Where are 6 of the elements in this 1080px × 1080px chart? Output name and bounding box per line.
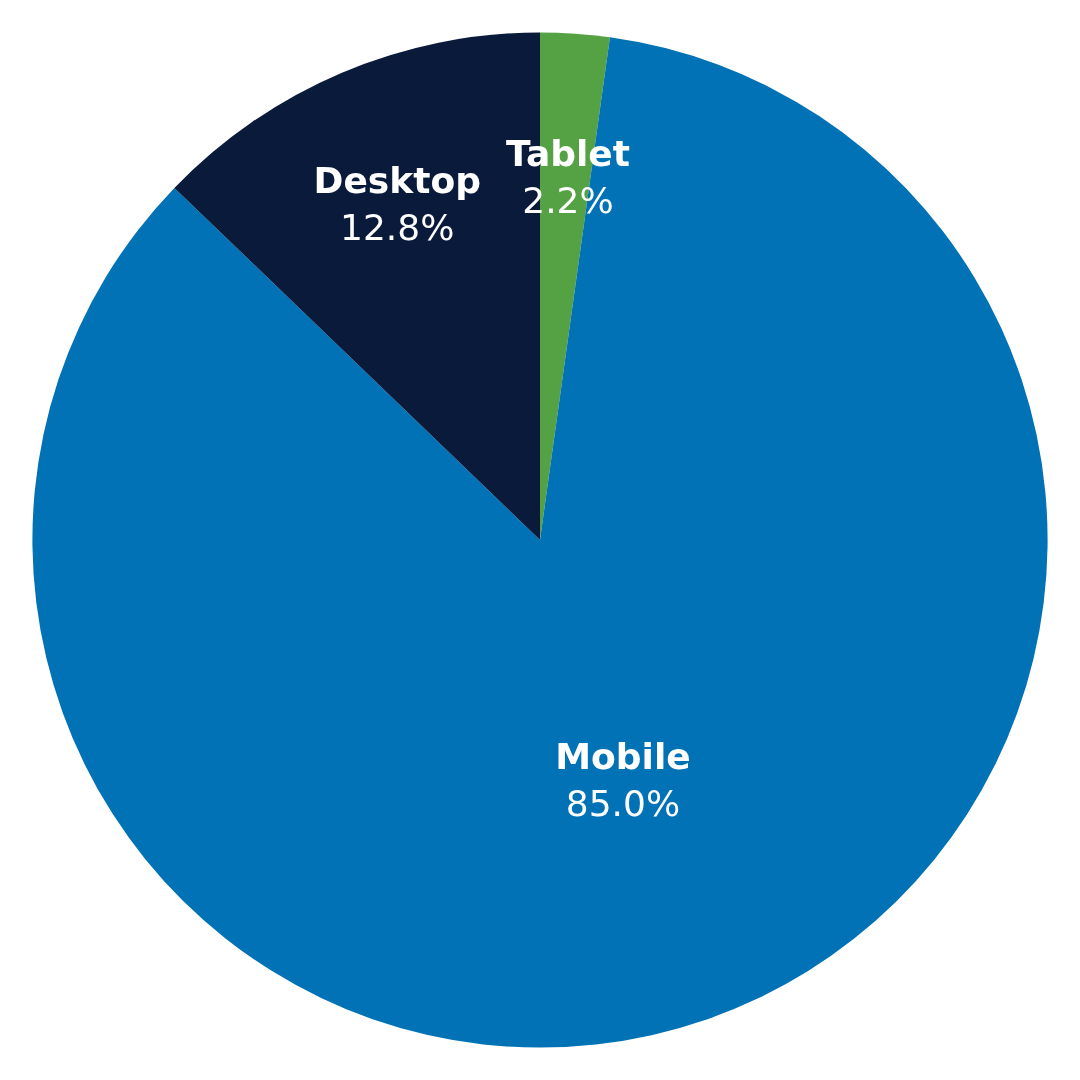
slice-label: Tablet [506,133,630,174]
pie-slice [32,37,1048,1047]
data-label: 12.8% [340,207,455,249]
data-label: 85.0% [565,782,681,824]
slice-label: Desktop [313,160,481,202]
slice-label: Mobile [555,735,691,777]
